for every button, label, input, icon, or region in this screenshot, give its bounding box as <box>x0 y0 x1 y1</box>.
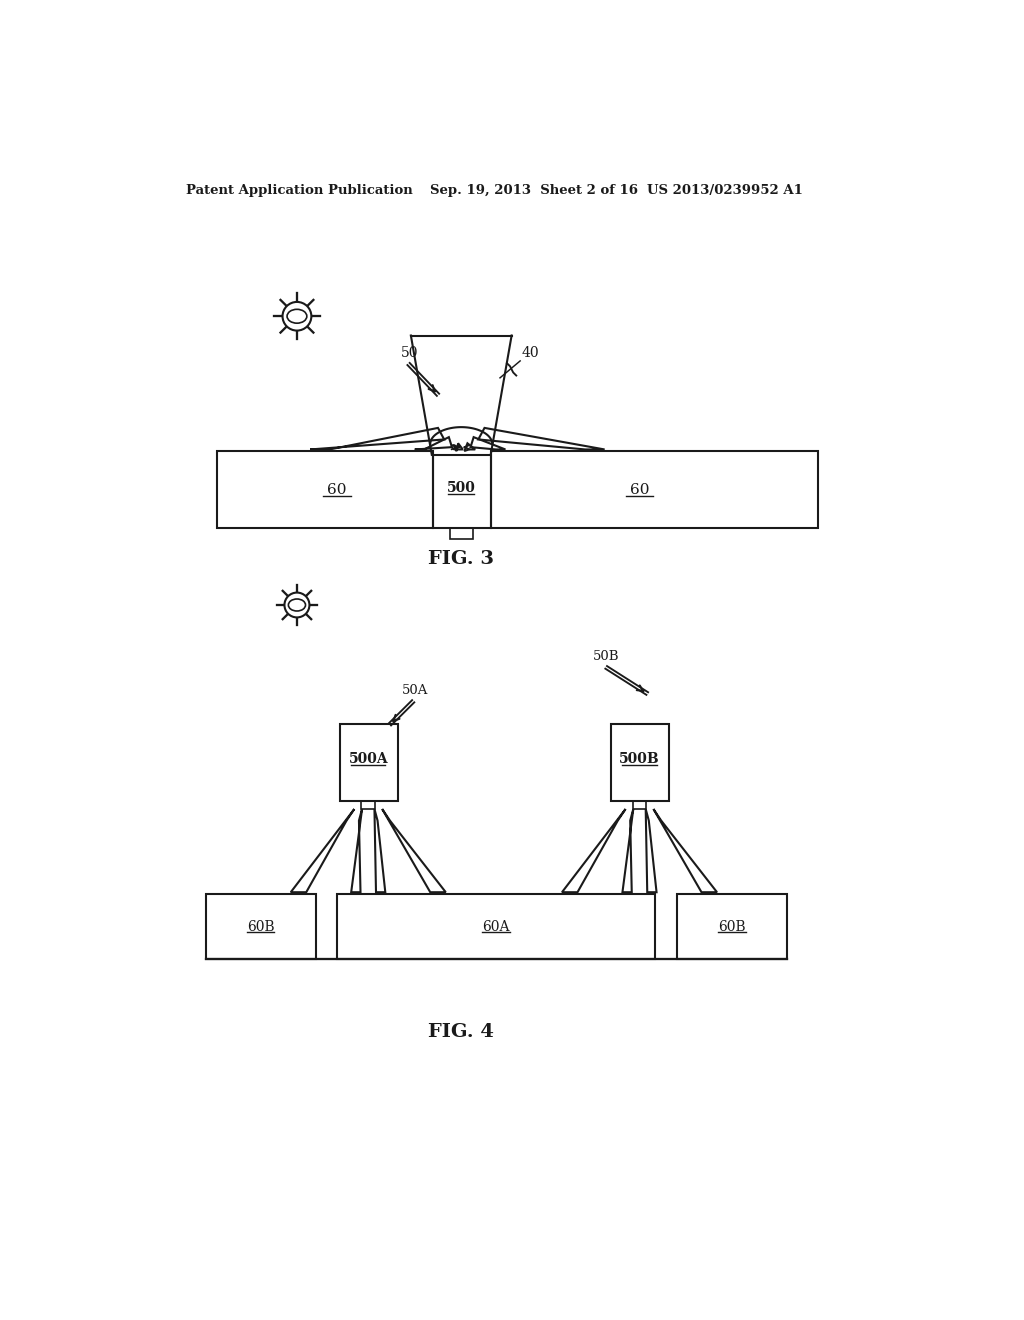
Text: 60A: 60A <box>482 920 510 933</box>
Bar <box>206 894 315 960</box>
Text: 50B: 50B <box>593 651 620 664</box>
Text: 60: 60 <box>328 483 347 496</box>
Bar <box>340 725 397 801</box>
Text: 50A: 50A <box>401 684 428 697</box>
Text: 500: 500 <box>446 480 476 495</box>
Text: FIG. 4: FIG. 4 <box>428 1023 495 1041</box>
Bar <box>361 801 375 809</box>
Bar <box>490 451 818 528</box>
Text: US 2013/0239952 A1: US 2013/0239952 A1 <box>647 185 803 197</box>
Text: Patent Application Publication: Patent Application Publication <box>186 185 413 197</box>
Bar <box>677 894 786 960</box>
Bar <box>611 725 669 801</box>
Bar <box>633 801 646 809</box>
Text: 60B: 60B <box>718 920 745 933</box>
Text: Sep. 19, 2013  Sheet 2 of 16: Sep. 19, 2013 Sheet 2 of 16 <box>430 185 638 197</box>
Text: FIG. 3: FIG. 3 <box>428 550 495 568</box>
Bar <box>217 451 432 528</box>
Text: 50: 50 <box>400 346 418 360</box>
Bar <box>337 894 655 960</box>
Bar <box>432 455 490 528</box>
Bar <box>450 528 473 539</box>
Text: 500B: 500B <box>620 752 659 766</box>
Text: 60B: 60B <box>247 920 274 933</box>
Text: 60: 60 <box>630 483 649 496</box>
Text: 40: 40 <box>521 346 540 360</box>
Text: 500A: 500A <box>348 752 388 766</box>
